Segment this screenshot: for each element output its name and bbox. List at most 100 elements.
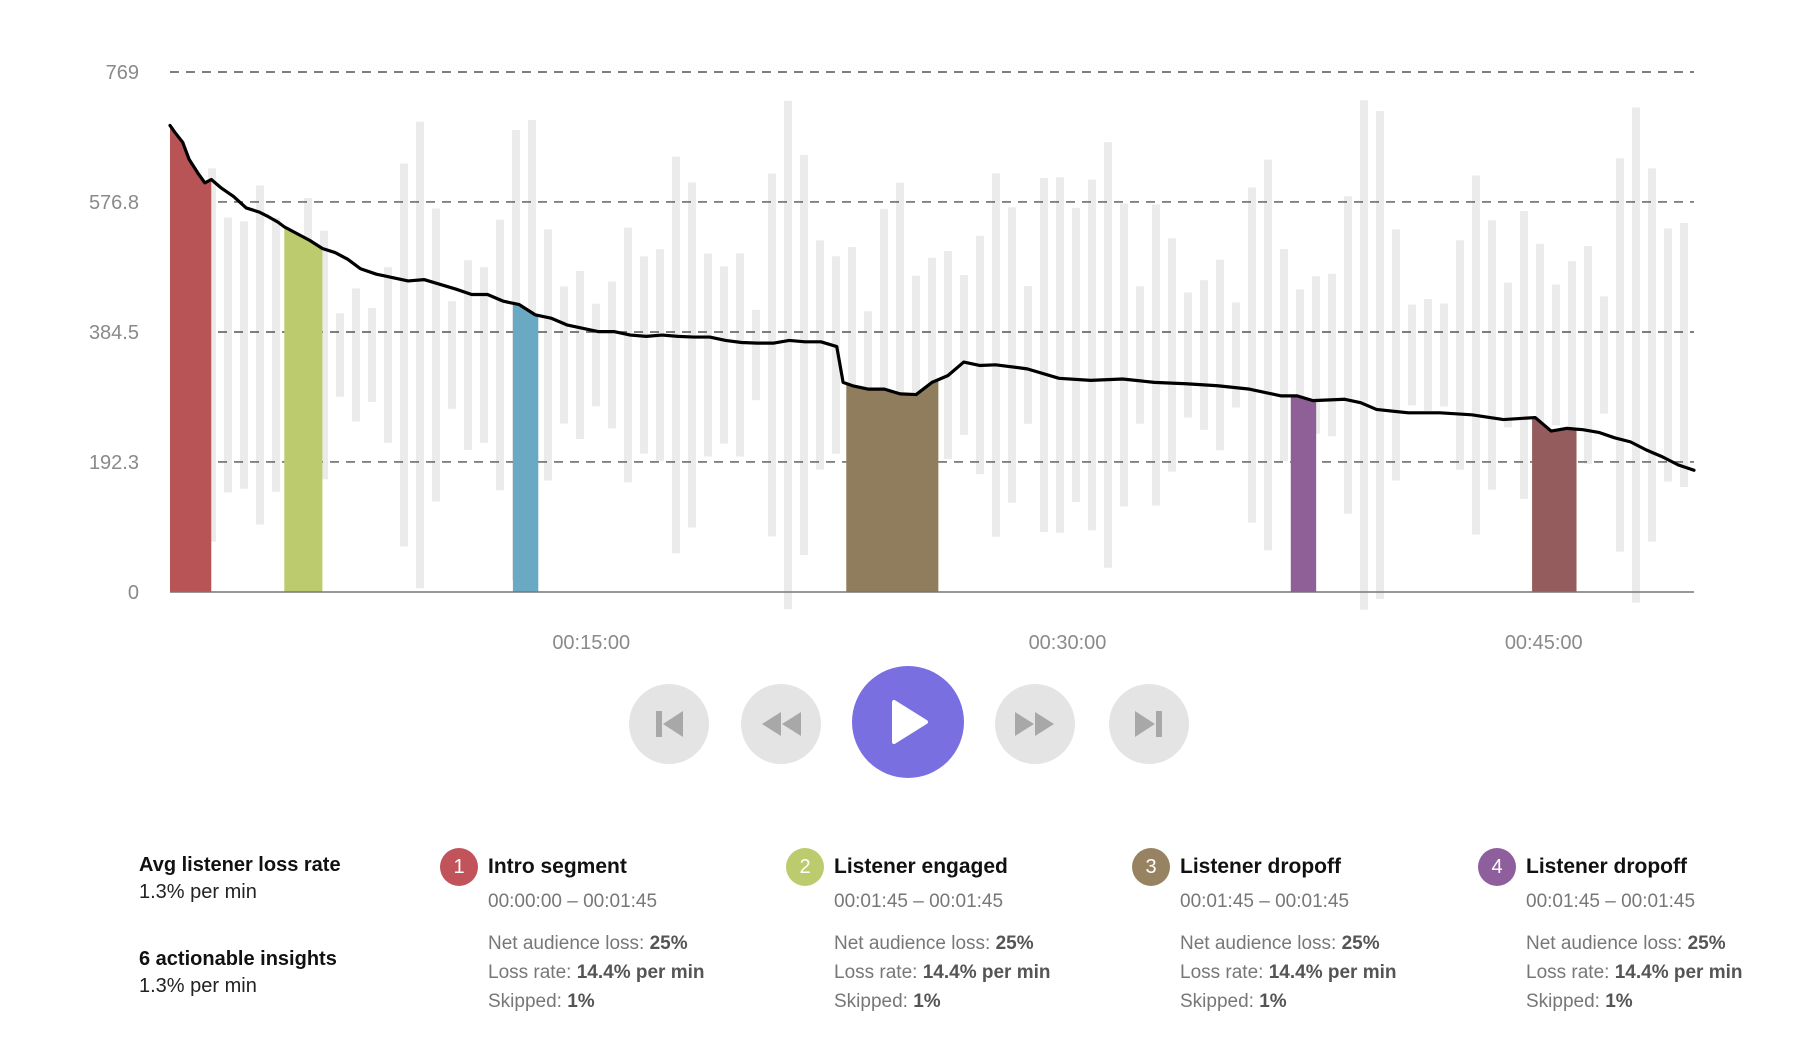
segment-highlight[interactable] bbox=[846, 379, 939, 592]
waveform-bar bbox=[1680, 223, 1688, 487]
insight-stats: Net audience loss: 25% Loss rate: 14.4% p… bbox=[1526, 929, 1798, 1016]
waveform-bar bbox=[752, 309, 760, 401]
insight-number-badge: 3 bbox=[1132, 848, 1170, 886]
waveform-bar bbox=[368, 307, 376, 403]
segment-highlight[interactable] bbox=[284, 226, 323, 592]
insight-card[interactable]: 4 Listener dropoff 00:01:45 – 00:01:45 Net … bbox=[1478, 847, 1798, 1016]
x-tick-label: 00:15:00 bbox=[552, 632, 630, 654]
waveform-bar bbox=[1200, 280, 1208, 430]
y-tick-label: 769 bbox=[106, 62, 139, 84]
loss-rate-row: Loss rate: 14.4% per min bbox=[1180, 962, 1397, 983]
waveform-bar bbox=[688, 182, 696, 528]
loss-rate-row: Loss rate: 14.4% per min bbox=[1526, 962, 1743, 983]
waveform-bar bbox=[464, 260, 472, 450]
insight-name: Listener dropoff bbox=[1180, 855, 1341, 878]
segment-highlight[interactable] bbox=[1532, 417, 1577, 592]
waveform-bar bbox=[816, 240, 824, 470]
waveform-bar bbox=[448, 301, 456, 409]
play-icon bbox=[892, 700, 928, 744]
segment-highlights bbox=[170, 125, 1577, 592]
waveform-bar bbox=[1216, 259, 1224, 451]
fast-forward-button[interactable] bbox=[995, 684, 1075, 764]
waveform-bar bbox=[1280, 249, 1288, 461]
waveform-bar bbox=[800, 154, 808, 556]
skip-to-start-button[interactable] bbox=[629, 684, 709, 764]
waveform-bar bbox=[720, 266, 728, 444]
waveform-bar bbox=[1232, 302, 1240, 408]
waveform-bar bbox=[992, 173, 1000, 537]
insight-time-range: 00:01:45 – 00:01:45 bbox=[834, 891, 1004, 912]
avg-loss-value: 1.3% per min bbox=[139, 881, 257, 903]
listener-line bbox=[168, 123, 1696, 472]
waveform-bar bbox=[416, 121, 424, 589]
waveform-bar bbox=[1520, 211, 1528, 499]
waveform-bar bbox=[912, 275, 920, 435]
insights-summary: 6 actionable insights 1.3% per min bbox=[139, 948, 337, 998]
y-tick-label: 384.5 bbox=[89, 322, 139, 344]
rewind-button[interactable] bbox=[741, 684, 821, 764]
chart-grid bbox=[170, 71, 1694, 463]
waveform-bar bbox=[496, 219, 504, 491]
waveform-bar bbox=[1120, 203, 1128, 507]
waveform-bar bbox=[784, 100, 792, 610]
waveform-bar bbox=[400, 163, 408, 547]
segment-highlight[interactable] bbox=[512, 303, 539, 592]
insight-card[interactable]: 1 Intro segment 00:00:00 – 00:01:45 Net aud… bbox=[440, 847, 760, 1016]
insight-card[interactable]: 2 Listener engaged 00:01:45 – 00:01:45 Net … bbox=[786, 847, 1106, 1016]
skipped-row: Skipped: 1% bbox=[488, 991, 595, 1012]
y-axis-labels: 0 192.3 384.5 576.8 769 bbox=[89, 62, 139, 604]
waveform-bar bbox=[832, 256, 840, 454]
waveform-bar bbox=[1664, 228, 1672, 482]
waveform-bar bbox=[1296, 289, 1304, 421]
playback-controls bbox=[0, 660, 1800, 780]
waveform-bar bbox=[352, 288, 360, 422]
insight-time-range: 00:01:45 – 00:01:45 bbox=[1180, 891, 1350, 912]
waveform-bar bbox=[960, 275, 968, 435]
y-tick-label: 0 bbox=[128, 582, 139, 604]
segment-highlight[interactable] bbox=[170, 125, 212, 592]
waveform-bar bbox=[1376, 111, 1384, 599]
waveform-bar bbox=[928, 257, 936, 453]
waveform-bar bbox=[608, 281, 616, 429]
waveform-bar bbox=[1568, 261, 1576, 449]
play-button[interactable] bbox=[852, 666, 964, 778]
avg-loss-summary: Avg listener loss rate 1.3% per min bbox=[139, 854, 341, 904]
waveform-bar bbox=[864, 311, 872, 399]
waveform-bar bbox=[736, 253, 744, 457]
waveform-bar bbox=[1328, 273, 1336, 437]
x-tick-label: 00:45:00 bbox=[1505, 632, 1583, 654]
waveform-bar bbox=[1616, 158, 1624, 552]
insight-name: Listener engaged bbox=[834, 855, 1008, 878]
waveform-bar bbox=[1088, 179, 1096, 531]
waveform-bar bbox=[1504, 282, 1512, 428]
insight-number-badge: 2 bbox=[786, 848, 824, 886]
loss-rate-row: Loss rate: 14.4% per min bbox=[488, 962, 705, 983]
insight-number-badge: 1 bbox=[440, 848, 478, 886]
skipped-row: Skipped: 1% bbox=[834, 991, 941, 1012]
insights-count-title: 6 actionable insights bbox=[139, 948, 337, 970]
waveform-bar bbox=[560, 286, 568, 424]
skip-to-end-button[interactable] bbox=[1109, 684, 1189, 764]
rewind-icon bbox=[762, 712, 801, 736]
insight-header: 3 Listener dropoff bbox=[1132, 847, 1452, 887]
waveform-bar bbox=[1440, 303, 1448, 407]
waveform-bar bbox=[1040, 177, 1048, 533]
listener-count-line bbox=[168, 123, 1696, 472]
insight-name: Listener dropoff bbox=[1526, 855, 1687, 878]
fast-forward-icon bbox=[1015, 712, 1054, 736]
segment-highlight[interactable] bbox=[1290, 395, 1317, 592]
audio-waveform bbox=[176, 100, 1688, 610]
waveform-bar bbox=[1488, 220, 1496, 490]
waveform-bar bbox=[768, 173, 776, 537]
waveform-bar bbox=[1248, 187, 1256, 523]
waveform-bar bbox=[1408, 304, 1416, 406]
waveform-bar bbox=[944, 250, 952, 460]
waveform-bar bbox=[1168, 238, 1176, 472]
insight-stats: Net audience loss: 25% Loss rate: 14.4% p… bbox=[1180, 929, 1452, 1016]
retention-chart: 0 192.3 384.5 576.8 769 00:15:00 00:30:00 00:4… bbox=[89, 62, 1696, 654]
waveform-bar bbox=[1344, 196, 1352, 514]
insight-card[interactable]: 3 Listener dropoff 00:01:45 – 00:01:45 Net … bbox=[1132, 847, 1452, 1016]
skip-to-start-icon bbox=[656, 711, 683, 737]
x-tick-label: 00:30:00 bbox=[1029, 632, 1107, 654]
insight-stats: Net audience loss: 25% Loss rate: 14.4% p… bbox=[488, 929, 760, 1016]
